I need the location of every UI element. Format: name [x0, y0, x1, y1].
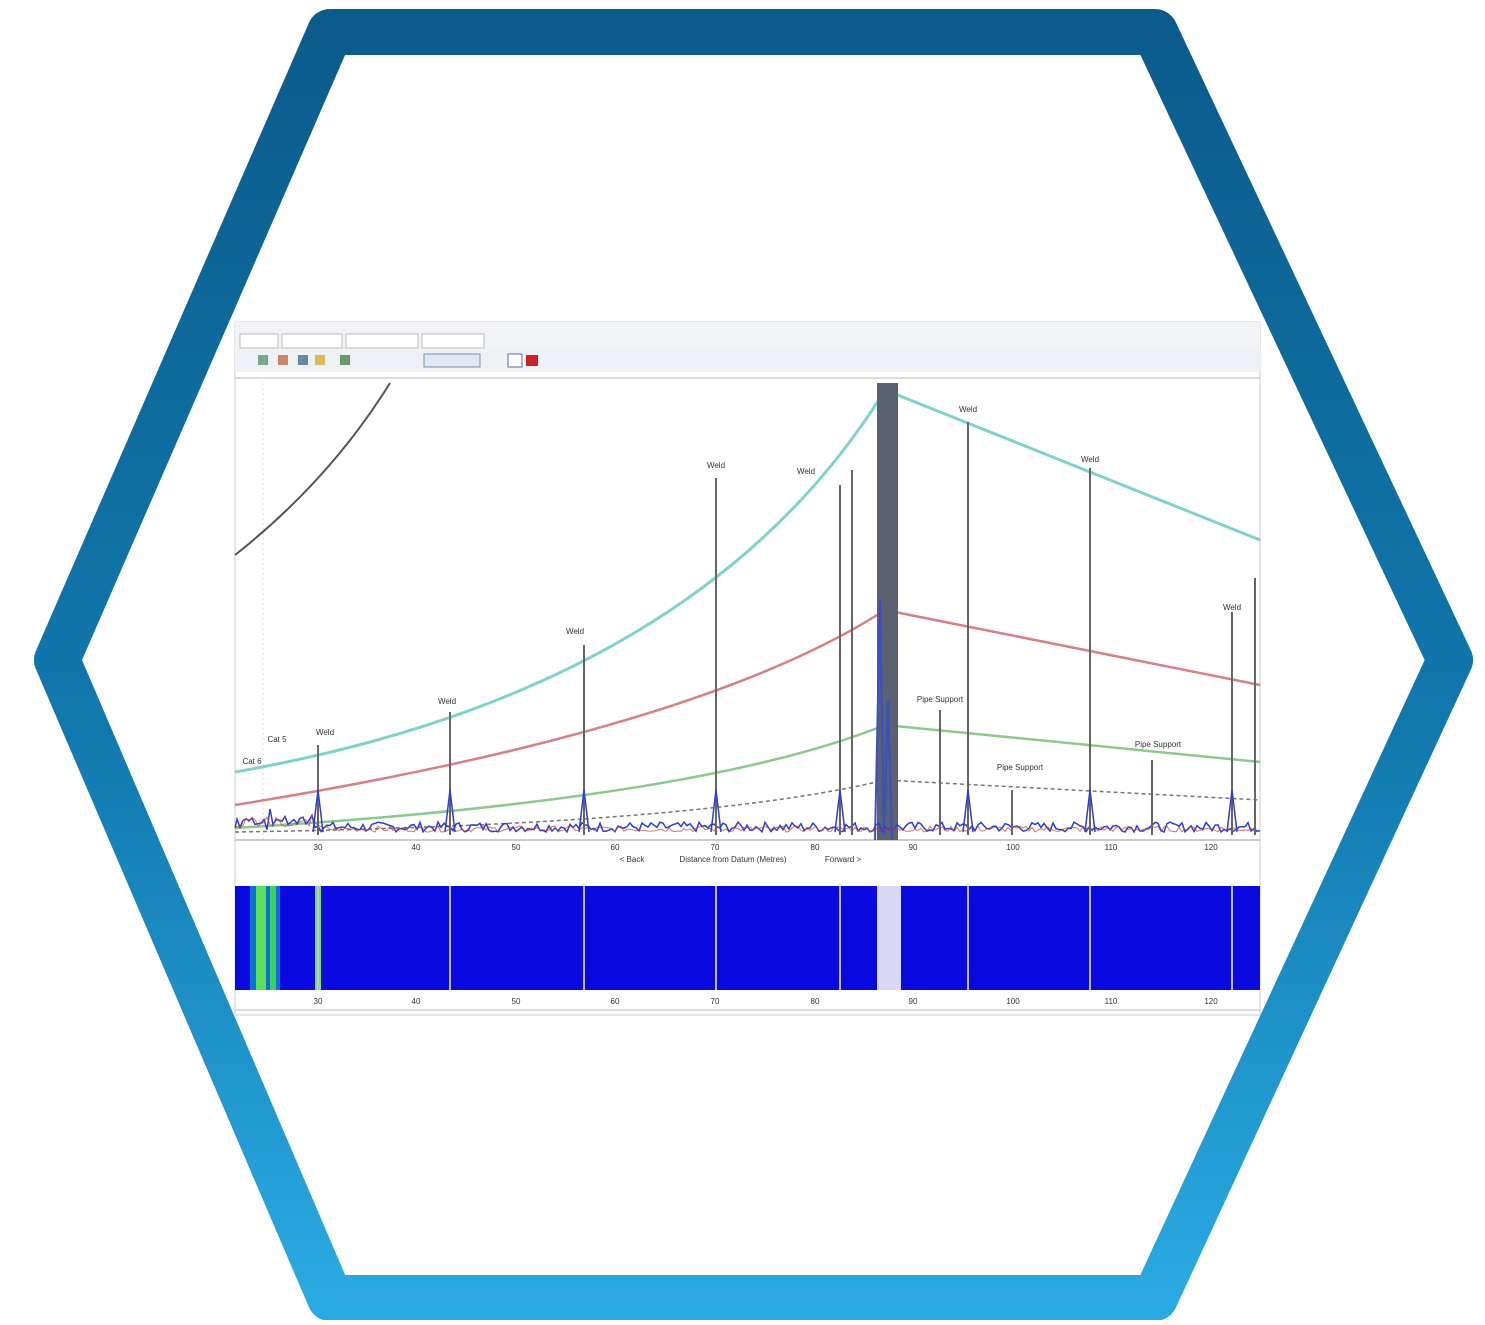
x-tick-label: 100	[1006, 997, 1020, 1006]
heatmap-hot	[270, 886, 276, 990]
x-tick-label: 80	[811, 997, 820, 1006]
signal-peak	[312, 789, 324, 833]
heatmap-field	[235, 886, 1260, 990]
signal	[874, 599, 893, 841]
tab[interactable]	[421, 333, 485, 349]
heatmap-hot	[256, 886, 266, 990]
annotation: Pipe Support	[997, 763, 1044, 772]
heatmap	[235, 886, 1260, 990]
x-tick-label: 120	[1204, 997, 1218, 1006]
tool-button[interactable]	[278, 355, 288, 365]
app-window: Cat 6 Cat 5 Weld Weld Weld Weld Weld Weld Pipe S…	[234, 321, 1261, 1016]
threshold-curve	[234, 388, 1261, 774]
annotation: Weld	[797, 467, 815, 476]
x-tick-label: 60	[611, 843, 620, 852]
x-tick-label: 60	[611, 997, 620, 1006]
annotation: Weld	[1223, 603, 1241, 612]
signal-peak	[710, 789, 722, 833]
annotation: Pipe Support	[1135, 740, 1182, 749]
annotation: Weld	[566, 627, 584, 636]
x-tick-label: 30	[314, 843, 323, 852]
x-tick-label: 90	[909, 843, 918, 852]
tool-button[interactable]	[340, 355, 350, 365]
toolbar-field[interactable]	[507, 353, 523, 368]
x-tick-label: 50	[512, 843, 521, 852]
heatmap-dead-zone	[877, 886, 901, 990]
dac-curve	[234, 382, 391, 556]
annotation: Cat 5	[267, 735, 287, 744]
tool-button[interactable]	[315, 355, 325, 365]
tool-button[interactable]	[258, 355, 268, 365]
annotation: Weld	[1081, 455, 1099, 464]
x-tick-label: 40	[412, 843, 421, 852]
signal-peak	[578, 789, 590, 833]
tool-button[interactable]	[298, 355, 308, 365]
signal-peak	[1084, 789, 1096, 833]
tab[interactable]	[239, 333, 279, 349]
x-tick-label: 80	[811, 843, 820, 852]
x-tick-label: 110	[1105, 997, 1118, 1006]
toolbar-field[interactable]	[423, 353, 481, 368]
x-tick-label: 40	[412, 997, 421, 1006]
back-button[interactable]: < Back	[620, 855, 646, 864]
x-tick-label: 90	[909, 997, 918, 1006]
annotation: Weld	[316, 728, 334, 737]
annotation: Pipe Support	[917, 695, 964, 704]
tool-button[interactable]	[526, 355, 538, 366]
forward-button[interactable]: Forward >	[825, 855, 862, 864]
signal-peak	[444, 789, 456, 833]
tab[interactable]	[345, 333, 419, 349]
x-tick-label: 120	[1204, 843, 1218, 852]
x-tick-label: 70	[711, 997, 720, 1006]
toolbar	[235, 350, 1260, 372]
signal-peak	[962, 789, 974, 833]
annotation: Cat 6	[242, 757, 262, 766]
x-tick-label: 50	[512, 997, 521, 1006]
threshold-curve	[234, 779, 1261, 833]
signal-peak	[834, 789, 846, 833]
x-tick-label: 100	[1006, 843, 1020, 852]
tab[interactable]	[281, 333, 343, 349]
threshold-curve	[234, 723, 1261, 830]
x-tick-label: 70	[711, 843, 720, 852]
signal-peak	[1226, 789, 1238, 833]
x-tick-label: 30	[314, 997, 323, 1006]
annotation: Weld	[959, 405, 977, 414]
annotation: Weld	[707, 461, 725, 470]
x-axis-title: Distance from Datum (Metres)	[679, 855, 786, 864]
x-tick-label: 110	[1105, 843, 1118, 852]
annotation: Weld	[438, 697, 456, 706]
